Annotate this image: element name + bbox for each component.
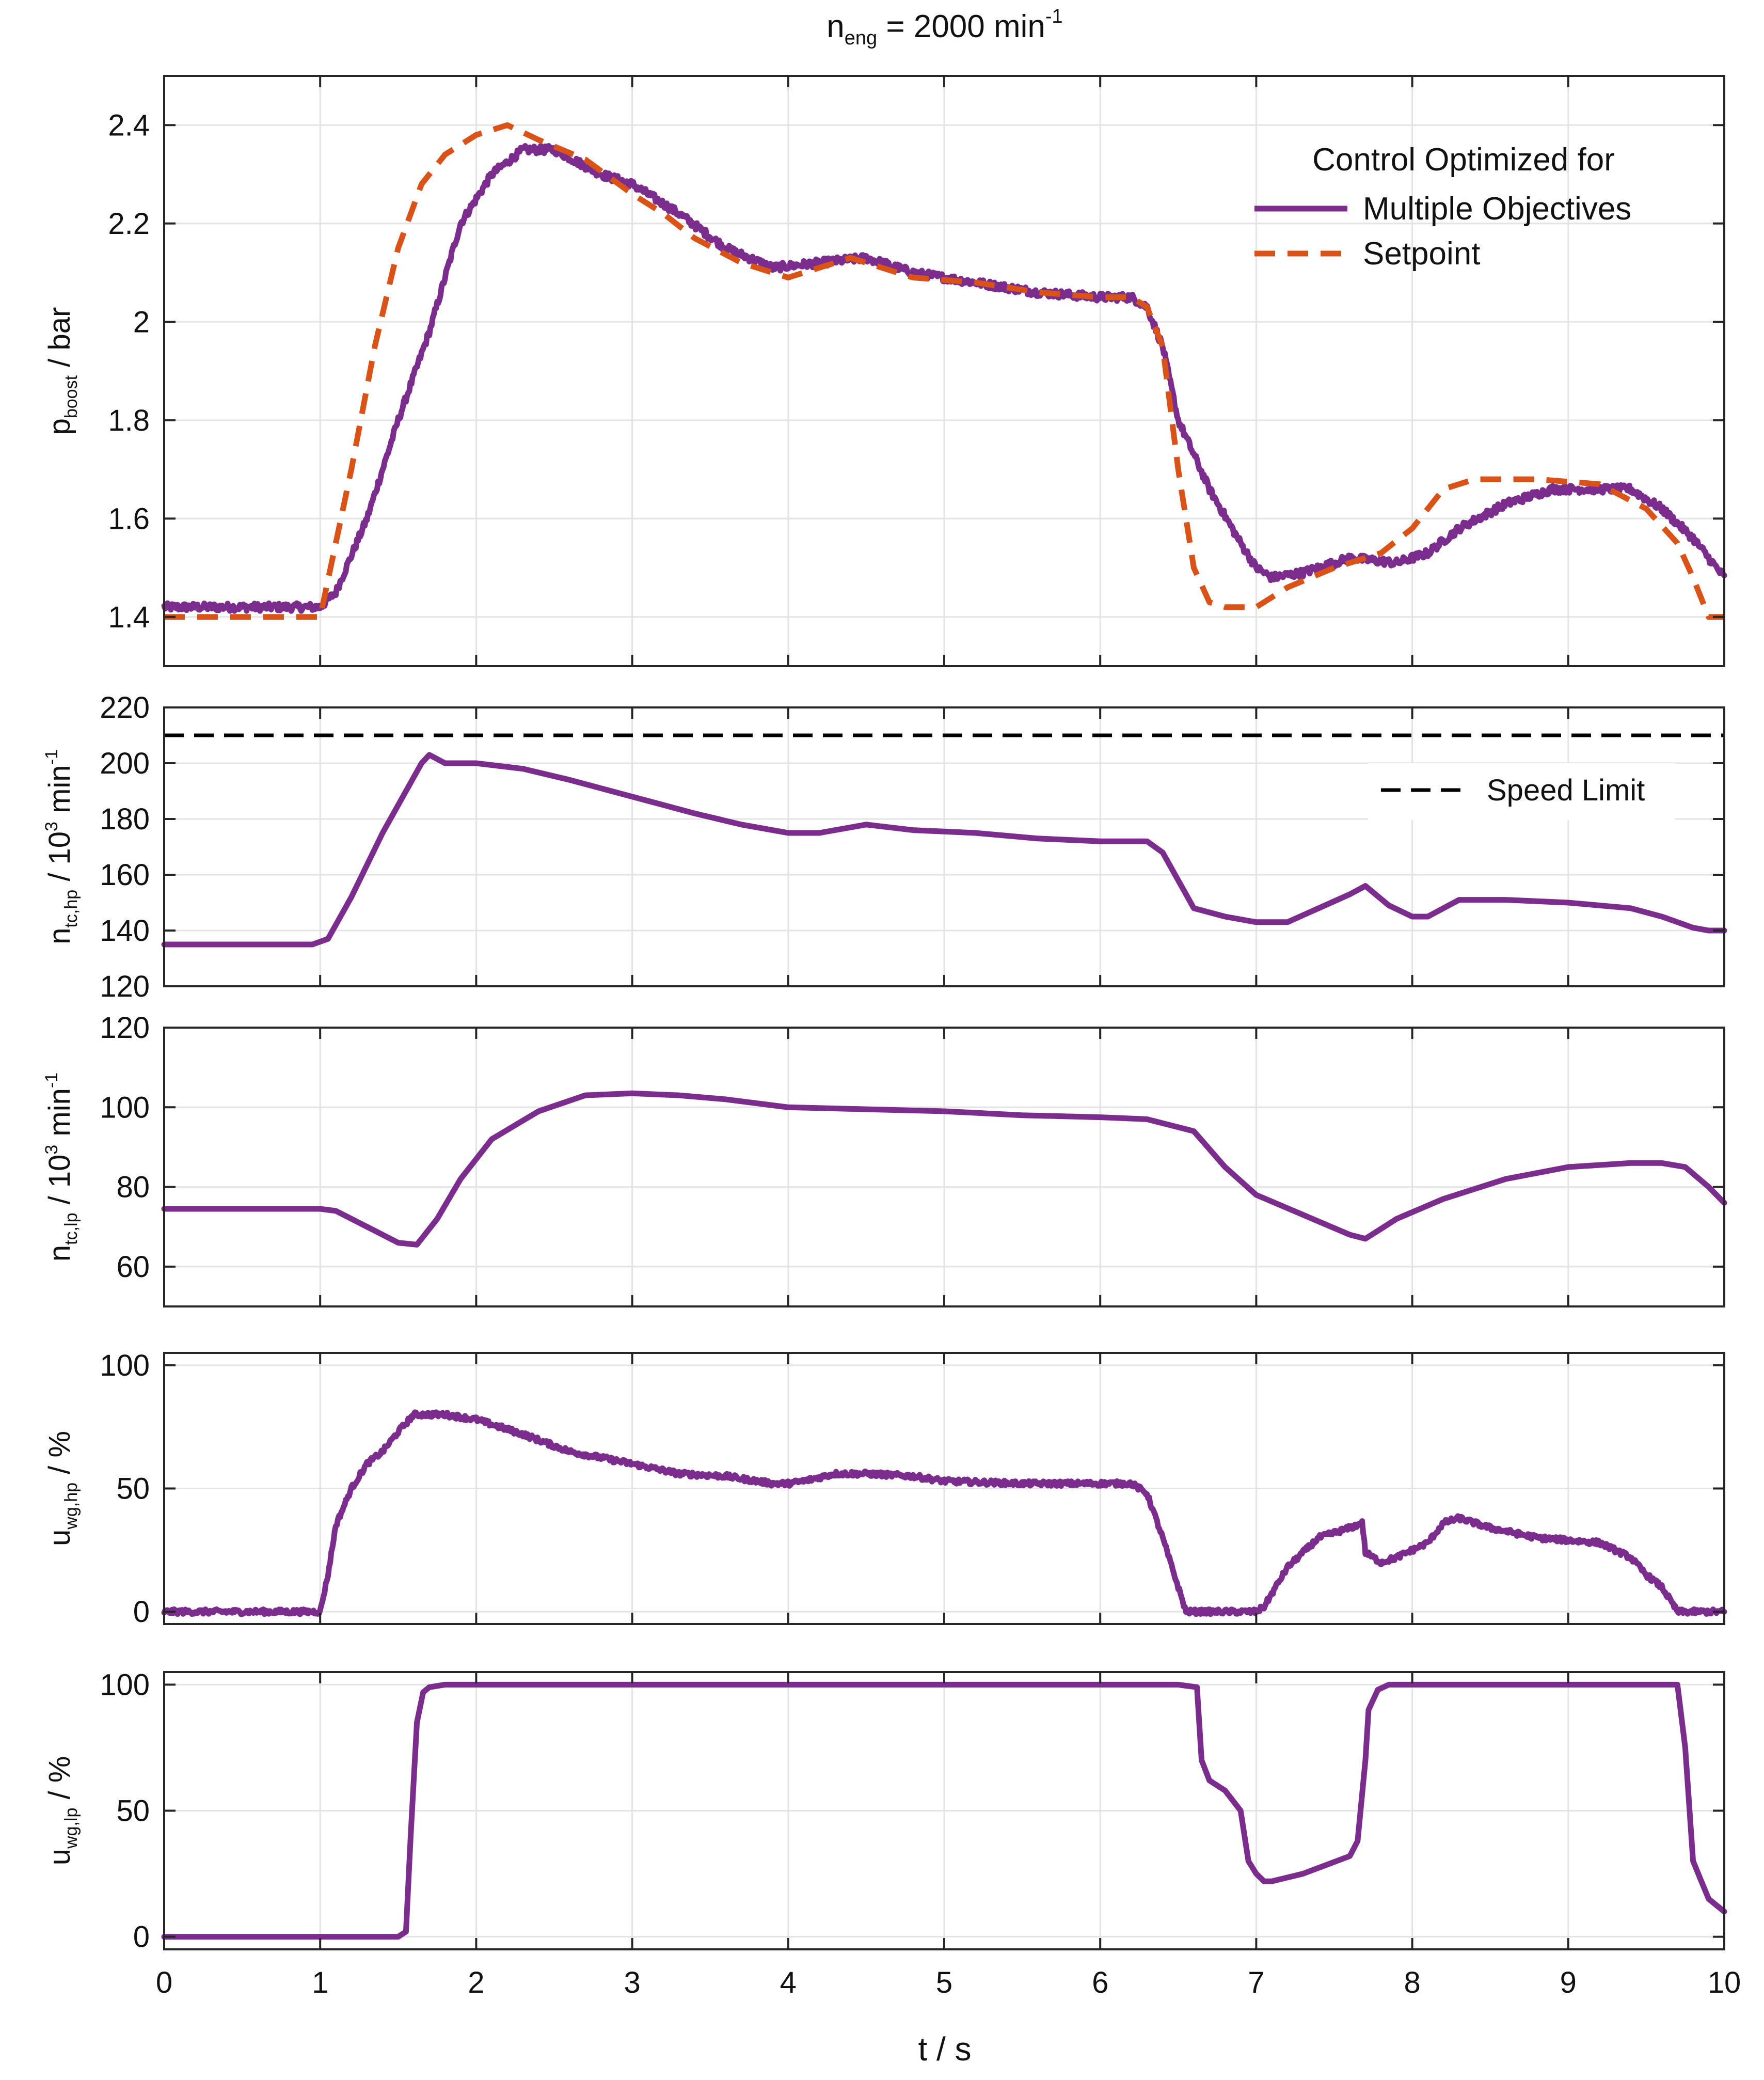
y-tick-label: 100 bbox=[100, 1091, 150, 1124]
x-tick-label: 0 bbox=[156, 1966, 172, 1999]
x-tick-label: 1 bbox=[312, 1966, 328, 1999]
y-axis-label: ntc,lp / 103 min-1 bbox=[42, 1073, 81, 1262]
y-tick-label: 1.8 bbox=[108, 404, 150, 437]
y-tick-label: 0 bbox=[133, 1595, 150, 1629]
x-tick-label: 4 bbox=[780, 1966, 797, 1999]
chart-panel-hp-wastegate: 0 50 100 uwg,hp / % bbox=[43, 1349, 1727, 1629]
x-tick-label: 9 bbox=[1560, 1966, 1577, 1999]
y-tick-label: 50 bbox=[116, 1794, 150, 1828]
series-line-multiple-objectives bbox=[161, 752, 1727, 948]
y-tick-label: 100 bbox=[100, 1668, 150, 1701]
legend: Speed Limit bbox=[1368, 763, 1675, 820]
x-tick-label: 6 bbox=[1092, 1966, 1108, 1999]
x-tick-label: 2 bbox=[468, 1966, 484, 1999]
chart-panel-lp-turbo-speed: 60 80 100 120 ntc,lp / 103 min-1 bbox=[42, 1011, 1727, 1307]
figure-title: neng = 2000 min-1 bbox=[827, 6, 1062, 49]
y-tick-label: 0 bbox=[133, 1920, 150, 1954]
y-tick-label: 50 bbox=[116, 1472, 150, 1506]
chart-panel-boost-pressure: 1.4 1.6 1.8 2 2.2 2.4 pboost / bar Control Opti… bbox=[43, 75, 1727, 667]
y-tick-label: 200 bbox=[100, 747, 150, 780]
y-axis-label: ntc,hp / 103 min-1 bbox=[42, 749, 81, 944]
y-axis-label: uwg,hp / % bbox=[43, 1431, 81, 1546]
series-line-multiple-objectives bbox=[161, 1090, 1727, 1248]
y-tick-label: 2.4 bbox=[108, 108, 150, 142]
legend-title: Control Optimized for bbox=[1312, 142, 1615, 178]
y-tick-label: 1.4 bbox=[108, 601, 150, 634]
series-line-multiple-objectives bbox=[161, 1681, 1727, 1940]
legend-entry-speed-limit: Speed Limit bbox=[1487, 774, 1645, 807]
y-tick-label: 120 bbox=[100, 970, 150, 1003]
legend-entry-multiple-objectives: Multiple Objectives bbox=[1363, 191, 1631, 227]
y-tick-label: 180 bbox=[100, 802, 150, 836]
y-tick-label: 60 bbox=[116, 1250, 150, 1284]
x-tick-label: 8 bbox=[1404, 1966, 1420, 1999]
y-tick-label: 1.6 bbox=[108, 502, 150, 535]
y-tick-label: 140 bbox=[100, 914, 150, 948]
y-tick-label: 120 bbox=[100, 1011, 150, 1045]
chart-panel-lp-wastegate: 0 50 100 0 1 2 3 4 5 6 7 8 9 10 uwg,lp / % bbox=[43, 1668, 1741, 1999]
series-line-setpoint bbox=[164, 122, 1724, 620]
x-axis-label: t / s bbox=[918, 2030, 971, 2068]
x-tick-label: 7 bbox=[1248, 1966, 1264, 1999]
y-tick-label: 160 bbox=[100, 858, 150, 892]
y-tick-label: 100 bbox=[100, 1349, 150, 1382]
y-tick-label: 80 bbox=[116, 1171, 150, 1204]
chart-panel-hp-turbo-speed: 120 140 160 180 200 220 ntc,hp / 103 min-1 Spee… bbox=[42, 691, 1727, 1003]
x-tick-label: 5 bbox=[936, 1966, 952, 1999]
x-tick-label: 10 bbox=[1708, 1966, 1741, 1999]
y-axis-label: uwg,lp / % bbox=[43, 1756, 81, 1866]
y-axis-label: pboost / bar bbox=[43, 307, 81, 435]
series-line-multiple-objectives bbox=[161, 1409, 1727, 1617]
y-tick-label: 220 bbox=[100, 691, 150, 724]
legend-entry-setpoint: Setpoint bbox=[1363, 236, 1481, 272]
x-tick-label: 3 bbox=[624, 1966, 640, 1999]
legend: Control Optimized for Multiple Objectives… bbox=[1254, 142, 1631, 272]
y-tick-label: 2 bbox=[133, 305, 150, 339]
y-tick-label: 2.2 bbox=[108, 207, 150, 241]
